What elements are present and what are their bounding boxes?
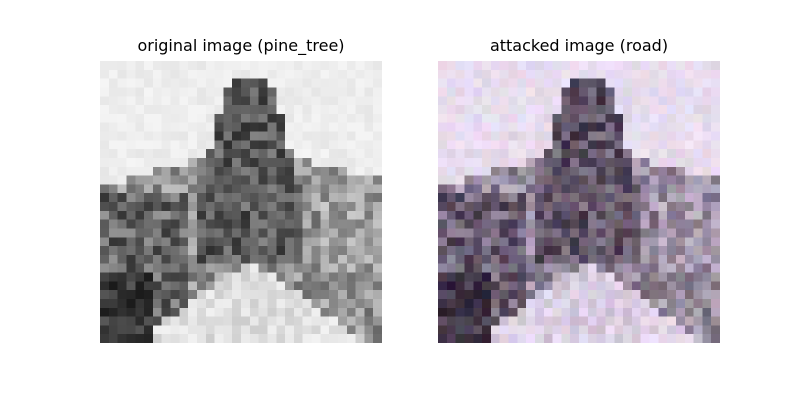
original-image-pixels [100, 61, 382, 343]
original-image-title: original image (pine_tree) [137, 36, 345, 55]
attacked-image-title: attacked image (road) [489, 36, 669, 55]
original-image [100, 61, 382, 343]
attacked-image-pixels [438, 61, 720, 343]
attacked-image [438, 61, 720, 343]
